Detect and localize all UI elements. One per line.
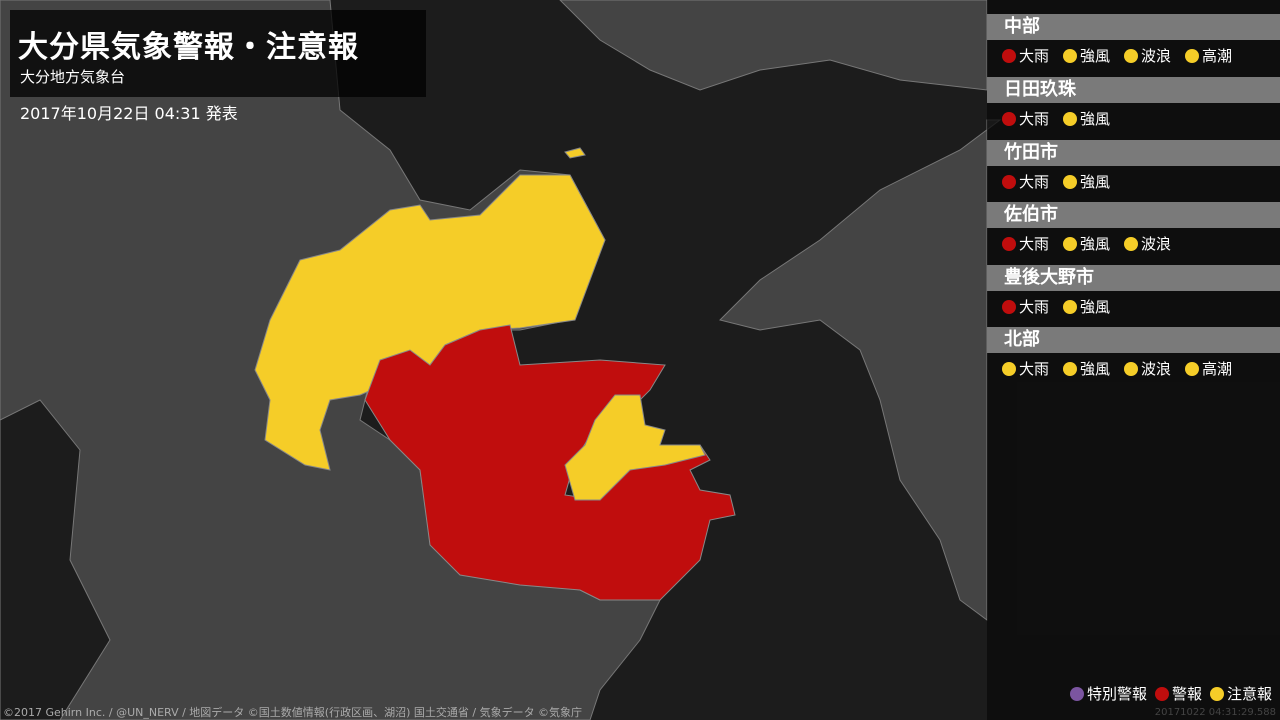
honshu-land xyxy=(559,0,988,91)
advisory-dot-icon xyxy=(1185,362,1200,376)
advisory-dot-icon xyxy=(1063,300,1078,314)
region-panel: 中部 大雨 強風 波浪 高潮 日田玖珠 大雨 強風 竹田市 大雨 強風 佐伯市 大雨 強風 波浪 豊後大野市大… xyxy=(987,0,1280,720)
timestamp: 20171022 04:31:29.588 xyxy=(1154,707,1276,718)
legend-label: 警報 xyxy=(1171,685,1202,703)
alert-item: 強風 xyxy=(1063,233,1110,255)
region-alerts: 大雨 強風 xyxy=(987,103,1280,130)
warning-dot-icon xyxy=(1002,49,1016,63)
advisory-dot-icon xyxy=(1185,49,1200,63)
alert-label: 強風 xyxy=(1080,360,1111,378)
alert-item: 大雨 xyxy=(1002,108,1049,130)
alert-item: 大雨 xyxy=(1002,358,1049,380)
region-section: 佐伯市大雨 強風 波浪 xyxy=(987,202,1280,255)
alert-item: 大雨 xyxy=(1002,171,1049,193)
legend-advisory: 注意報 xyxy=(1209,683,1272,704)
alert-label: 大雨 xyxy=(1019,110,1050,128)
advisory-dot-icon xyxy=(1124,49,1139,63)
alert-label: 波浪 xyxy=(1141,47,1172,65)
alert-item: 強風 xyxy=(1063,45,1110,67)
alert-item: 波浪 xyxy=(1124,233,1171,255)
region-section: 日田玖珠大雨 強風 xyxy=(987,77,1280,130)
alert-item: 高潮 xyxy=(1185,358,1232,380)
alert-label: 大雨 xyxy=(1019,298,1050,316)
region-name: 竹田市 xyxy=(987,140,1280,166)
alert-item: 波浪 xyxy=(1124,358,1171,380)
advisory-dot-icon xyxy=(1124,362,1139,376)
alert-label: 高潮 xyxy=(1202,360,1233,378)
alert-label: 大雨 xyxy=(1019,235,1050,253)
alert-label: 波浪 xyxy=(1141,360,1172,378)
alert-item: 大雨 xyxy=(1002,296,1049,318)
alert-item: 大雨 xyxy=(1002,233,1049,255)
advisory-dot-icon xyxy=(1063,49,1078,63)
alert-item: 大雨 xyxy=(1002,45,1049,67)
alert-label: 大雨 xyxy=(1019,47,1050,65)
alert-label: 高潮 xyxy=(1202,47,1233,65)
title-panel: 大分県気象警報・注意報 大分地方気象台 xyxy=(10,10,426,97)
region-alerts: 大雨 強風 xyxy=(987,291,1280,318)
oita-city-advisory-area xyxy=(564,394,706,501)
advisory-dot-icon xyxy=(1063,237,1078,251)
region-name: 中部 xyxy=(987,14,1280,40)
alert-label: 強風 xyxy=(1080,110,1111,128)
advisory-dot-icon xyxy=(1002,362,1016,376)
page-title: 大分県気象警報・注意報 xyxy=(18,30,359,65)
region-alerts: 大雨 強風 xyxy=(987,166,1280,193)
alert-item: 強風 xyxy=(1063,358,1110,380)
alert-label: 強風 xyxy=(1080,47,1111,65)
shikoku-land xyxy=(719,119,1002,621)
legend-special: 特別警報 xyxy=(1069,683,1147,704)
advisory-dot-icon xyxy=(1124,237,1139,251)
region-section: 北部大雨 強風 波浪 高潮 xyxy=(987,327,1280,380)
credit: ©2017 Gehirn Inc. / @UN_NERV / 地図データ ©国土… xyxy=(3,706,583,719)
legend: 特別警報 警報 注意報 xyxy=(1069,683,1272,704)
alert-label: 強風 xyxy=(1080,235,1111,253)
region-name: 日田玖珠 xyxy=(987,77,1280,103)
central-warning-area xyxy=(364,324,736,601)
region-alerts: 大雨 強風 波浪 高潮 xyxy=(987,40,1280,67)
issued-time: 2017年10月22日 04:31 発表 xyxy=(20,104,238,123)
warning-dot-icon xyxy=(1002,175,1016,189)
inland-dark xyxy=(0,399,111,720)
alert-item: 高潮 xyxy=(1185,45,1232,67)
warning-dot-icon xyxy=(1002,237,1016,251)
region-alerts: 大雨 強風 波浪 xyxy=(987,228,1280,255)
region-name: 佐伯市 xyxy=(987,202,1280,228)
region-section: 竹田市大雨 強風 xyxy=(987,140,1280,193)
alert-item: 強風 xyxy=(1063,296,1110,318)
advisory-dot-icon xyxy=(1063,175,1078,189)
legend-label: 特別警報 xyxy=(1086,685,1147,703)
island-advisory xyxy=(564,147,586,159)
alert-label: 強風 xyxy=(1080,173,1111,191)
purple-dot-icon xyxy=(1069,686,1084,701)
yellow-dot-icon xyxy=(1209,686,1224,701)
region-alerts: 大雨 強風 波浪 高潮 xyxy=(987,353,1280,380)
legend-warning: 警報 xyxy=(1154,683,1202,704)
region-name: 豊後大野市 xyxy=(987,265,1280,291)
alert-label: 大雨 xyxy=(1019,173,1050,191)
warning-dot-icon xyxy=(1002,300,1016,314)
alert-item: 強風 xyxy=(1063,171,1110,193)
alert-label: 波浪 xyxy=(1141,235,1172,253)
alert-item: 強風 xyxy=(1063,108,1110,130)
alert-label: 強風 xyxy=(1080,298,1111,316)
advisory-dot-icon xyxy=(1063,362,1078,376)
alert-item: 波浪 xyxy=(1124,45,1171,67)
office-name: 大分地方気象台 xyxy=(20,68,126,86)
region-section: 豊後大野市大雨 強風 xyxy=(987,265,1280,318)
region-section: 中部大雨 強風 波浪 高潮 xyxy=(987,14,1280,67)
warning-dot-icon xyxy=(1002,112,1016,126)
alert-label: 大雨 xyxy=(1019,360,1050,378)
legend-label: 注意報 xyxy=(1226,685,1272,703)
advisory-dot-icon xyxy=(1063,112,1078,126)
red-dot-icon xyxy=(1154,686,1169,701)
region-name: 北部 xyxy=(987,327,1280,353)
